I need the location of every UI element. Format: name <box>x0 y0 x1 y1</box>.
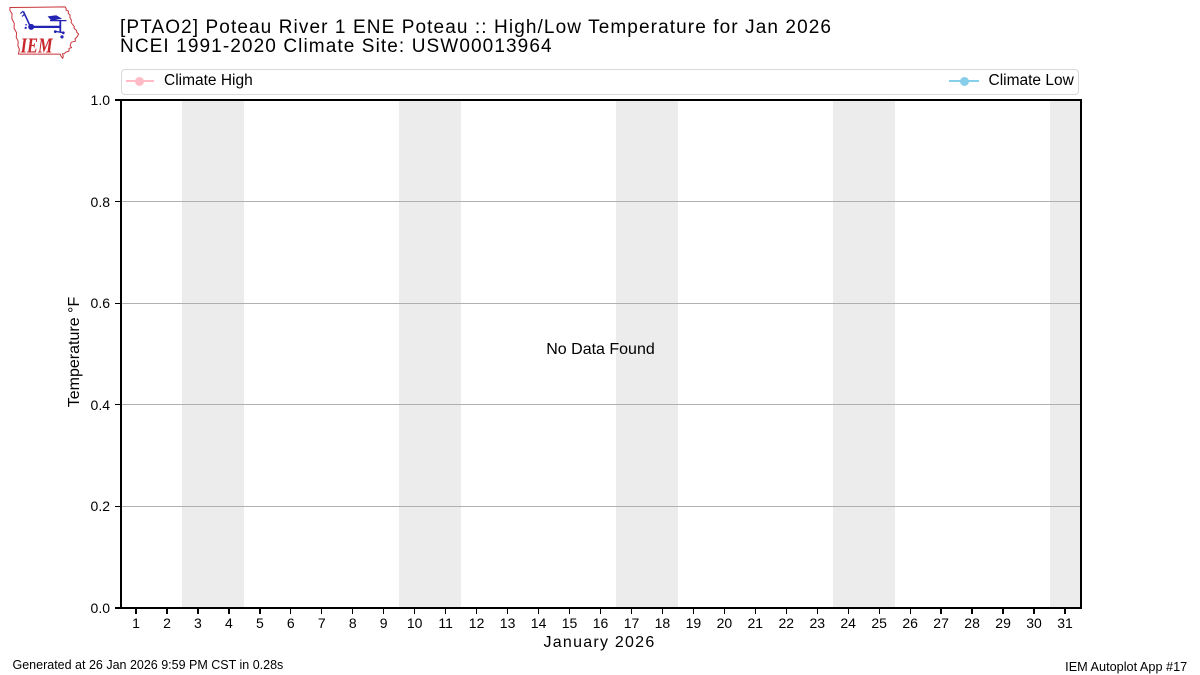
svg-text:IEM: IEM <box>20 33 54 57</box>
